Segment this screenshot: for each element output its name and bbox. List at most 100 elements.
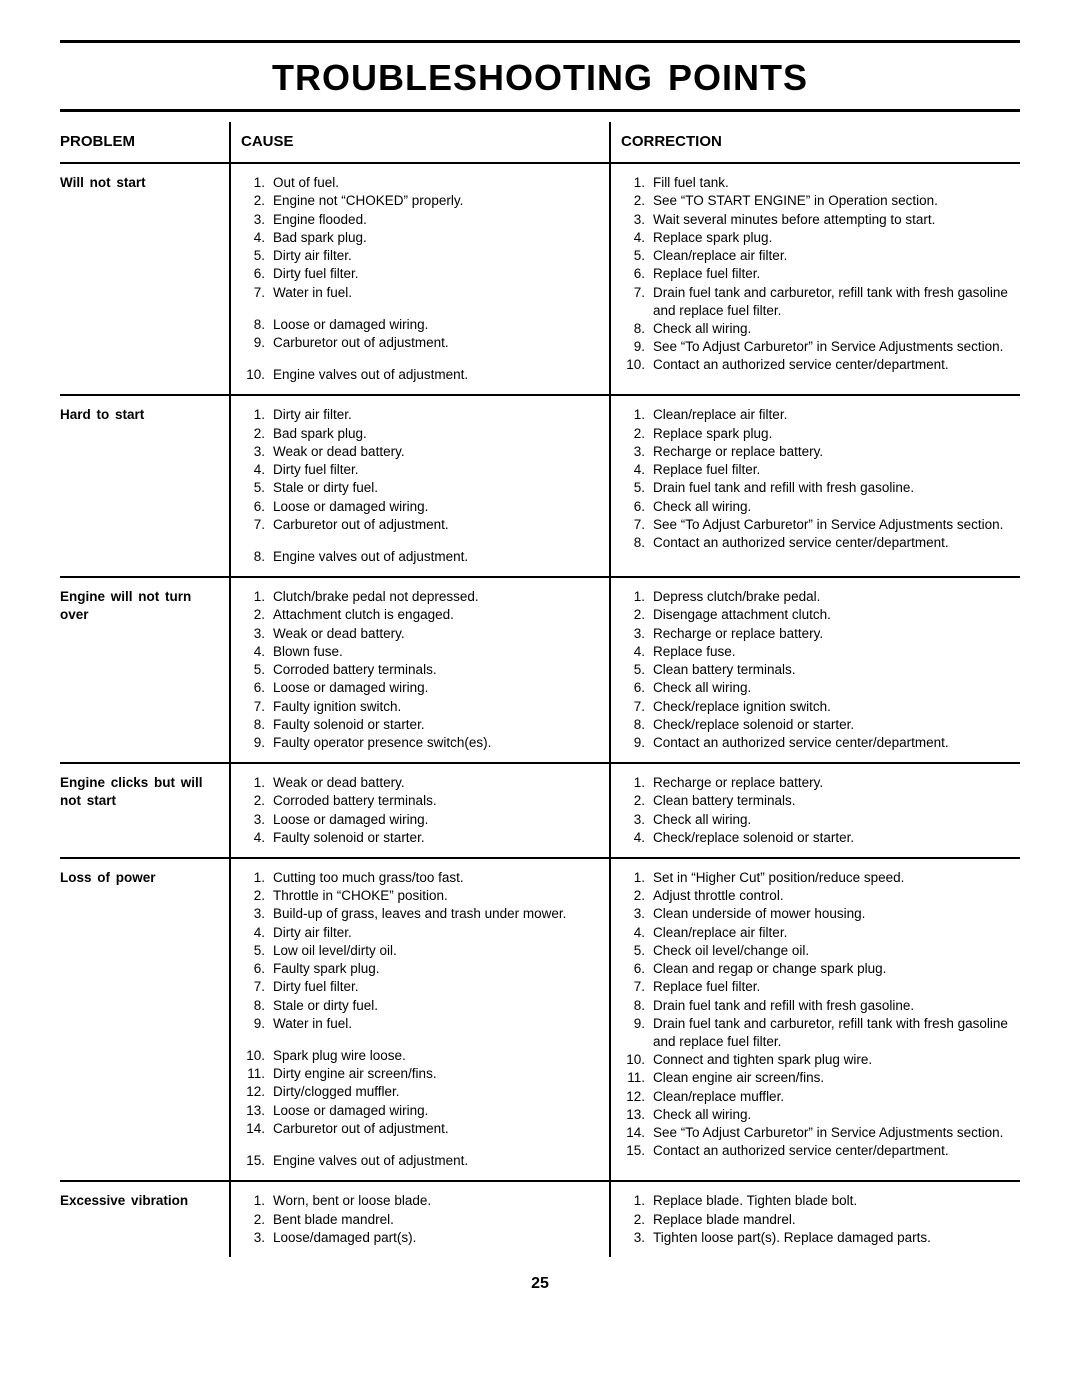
list-item-number: 3. (621, 211, 645, 229)
col-header-correction: CORRECTION (610, 122, 1020, 163)
list-item-number: 2. (621, 792, 645, 810)
list-item: 3.Loose/damaged part(s). (269, 1229, 599, 1247)
list-item-number: 6. (241, 498, 265, 516)
list-item-number: 15. (241, 1152, 265, 1170)
list-item-number: 4. (621, 229, 645, 247)
list-item: 2.See “TO START ENGINE” in Operation sec… (649, 192, 1014, 210)
list-item: 4.Dirty fuel filter. (269, 461, 599, 479)
list-item: 2.Engine not “CHOKED” properly. (269, 192, 599, 210)
list-item-text: Replace spark plug. (653, 426, 772, 441)
list-item: 1.Replace blade. Tighten blade bolt. (649, 1192, 1014, 1210)
list-item-number: 5. (241, 661, 265, 679)
list-item-number: 10. (621, 356, 645, 374)
list-item-number: 1. (621, 174, 645, 192)
list-item: 7.See “To Adjust Carburetor” in Service … (649, 516, 1014, 534)
list-item-text: Contact an authorized service center/dep… (653, 357, 949, 372)
list-item-text: Stale or dirty fuel. (273, 998, 378, 1013)
list-item-text: Loose or damaged wiring. (273, 680, 428, 695)
list-item: 10.Engine valves out of adjustment. (269, 366, 599, 384)
problem-label: Excessive vibration (60, 1193, 188, 1208)
list-item-text: See “To Adjust Carburetor” in Service Ad… (653, 517, 1003, 532)
list-item-text: Out of fuel. (273, 175, 339, 190)
list-item: 15.Engine valves out of adjustment. (269, 1152, 599, 1170)
list-item: 3.Engine flooded. (269, 211, 599, 229)
list-item-number: 7. (621, 978, 645, 996)
list-item-text: Contact an authorized service center/dep… (653, 535, 949, 550)
list-item: 3.Recharge or replace battery. (649, 625, 1014, 643)
list-item: 8.Contact an authorized service center/d… (649, 534, 1014, 552)
list-item-text: Contact an authorized service center/dep… (653, 1143, 949, 1158)
list-item-text: Set in “Higher Cut” position/reduce spee… (653, 870, 904, 885)
list-item: 3.Check all wiring. (649, 811, 1014, 829)
list-item-number: 1. (241, 774, 265, 792)
numbered-list: 1.Worn, bent or loose blade.2.Bent blade… (241, 1192, 599, 1247)
list-item-text: Clean engine air screen/fins. (653, 1070, 824, 1085)
list-item-text: Check all wiring. (653, 680, 751, 695)
list-item: 3.Weak or dead battery. (269, 625, 599, 643)
list-item: 8.Check/replace solenoid or starter. (649, 716, 1014, 734)
list-item-text: Clean battery terminals. (653, 793, 796, 808)
list-item-text: Water in fuel. (273, 285, 352, 300)
list-item-number: 2. (241, 606, 265, 624)
list-item-number: 5. (621, 479, 645, 497)
list-item-text: Adjust throttle control. (653, 888, 784, 903)
list-item: 5.Check oil level/change oil. (649, 942, 1014, 960)
list-item-number: 12. (241, 1083, 265, 1101)
list-item-text: Worn, bent or loose blade. (273, 1193, 431, 1208)
list-item-text: Engine valves out of adjustment. (273, 367, 468, 382)
list-item-text: Clean battery terminals. (653, 662, 796, 677)
list-item-number: 1. (241, 406, 265, 424)
list-item: 9.Water in fuel. (269, 1015, 599, 1033)
list-item-text: Recharge or replace battery. (653, 626, 823, 641)
list-item-text: Check all wiring. (653, 812, 751, 827)
list-item-number: 3. (241, 905, 265, 923)
list-item-number: 14. (621, 1124, 645, 1142)
list-item: 1.Worn, bent or loose blade. (269, 1192, 599, 1210)
list-item-text: Loose or damaged wiring. (273, 499, 428, 514)
list-item-text: Recharge or replace battery. (653, 775, 823, 790)
table-row: Excessive vibration 1.Worn, bent or loose… (60, 1181, 1020, 1257)
list-item-text: Dirty fuel filter. (273, 462, 359, 477)
list-item: 5.Clean battery terminals. (649, 661, 1014, 679)
list-item-number: 4. (621, 924, 645, 942)
list-item: 8.Check all wiring. (649, 320, 1014, 338)
list-item-text: Check oil level/change oil. (653, 943, 809, 958)
list-item: 5.Low oil level/dirty oil. (269, 942, 599, 960)
list-item-text: Weak or dead battery. (273, 626, 405, 641)
list-item-number: 3. (241, 1229, 265, 1247)
list-item-number: 2. (241, 887, 265, 905)
table-row: Engine clicks but will not start1.Weak o… (60, 763, 1020, 858)
col-header-cause: CAUSE (230, 122, 610, 163)
list-item: 10.Contact an authorized service center/… (649, 356, 1014, 374)
list-item-text: Loose or damaged wiring. (273, 1103, 428, 1118)
troubleshooting-table: PROBLEM CAUSE CORRECTION Will not start1… (60, 122, 1020, 1257)
numbered-list: 1.Depress clutch/brake pedal.2.Disengage… (621, 588, 1014, 752)
table-row: Loss of power1.Cutting too much grass/to… (60, 858, 1020, 1181)
list-item-text: Faulty operator presence switch(es). (273, 735, 491, 750)
list-item-text: Fill fuel tank. (653, 175, 729, 190)
list-item: 1.Recharge or replace battery. (649, 774, 1014, 792)
list-item-number: 3. (621, 1229, 645, 1247)
list-item-number: 8. (241, 716, 265, 734)
list-item-number: 6. (621, 679, 645, 697)
list-item: 8.Faulty solenoid or starter. (269, 716, 599, 734)
list-item: 10.Spark plug wire loose. (269, 1047, 599, 1065)
list-item-number: 10. (621, 1051, 645, 1069)
list-item: 14.Carburetor out of adjustment. (269, 1120, 599, 1138)
list-item-number: 3. (621, 443, 645, 461)
list-item-text: Corroded battery terminals. (273, 662, 437, 677)
list-item-text: Loose or damaged wiring. (273, 812, 428, 827)
list-item-text: Check/replace ignition switch. (653, 699, 831, 714)
list-item-text: Tighten loose part(s). Replace damaged p… (653, 1230, 931, 1245)
list-item-text: Disengage attachment clutch. (653, 607, 831, 622)
list-item-number: 3. (621, 811, 645, 829)
list-item-number: 8. (241, 316, 265, 334)
list-item-number: 4. (621, 829, 645, 847)
list-item: 2.Clean battery terminals. (649, 792, 1014, 810)
numbered-list: 1. Fill fuel tank. 2.See “TO START ENGINE”… (621, 174, 1014, 374)
list-item: 9.Contact an authorized service center/d… (649, 734, 1014, 752)
list-item-text: Check/replace solenoid or starter. (653, 717, 854, 732)
list-item-number: 3. (241, 811, 265, 829)
list-item: 3.Build-up of grass, leaves and trash un… (269, 905, 599, 923)
list-item-number: 5. (241, 479, 265, 497)
